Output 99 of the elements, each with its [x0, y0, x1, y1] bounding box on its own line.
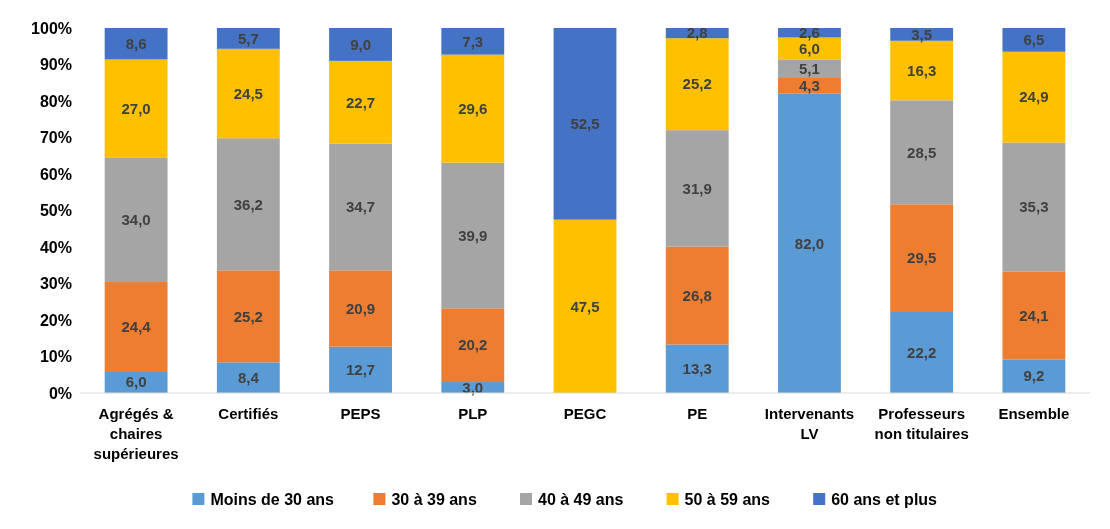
data-label: 7,3 — [462, 32, 484, 50]
data-label: 31,9 — [682, 179, 712, 197]
bar — [441, 54, 505, 163]
data-label: 20,2 — [458, 336, 488, 354]
bar — [778, 93, 841, 393]
y-tick-label: 0% — [48, 384, 72, 402]
bar — [329, 60, 392, 144]
data-label: 22,2 — [907, 343, 937, 361]
data-label: 24,9 — [1019, 88, 1049, 106]
bar — [216, 28, 280, 49]
bar — [890, 100, 954, 205]
bar — [553, 28, 617, 220]
x-tick-label: PE — [687, 405, 708, 422]
legend-label: 40 à 49 ans — [538, 490, 624, 508]
bar — [890, 204, 954, 312]
bar — [329, 28, 392, 61]
x-tick-label: Intervenants LV — [764, 405, 855, 442]
bar — [104, 282, 168, 372]
bar — [1002, 359, 1066, 393]
bar — [216, 270, 280, 363]
data-label: 34,0 — [121, 211, 151, 229]
bar — [441, 308, 505, 383]
bar — [104, 157, 168, 283]
data-label: 8,4 — [237, 368, 260, 386]
bar — [216, 48, 280, 139]
bar — [890, 311, 954, 393]
data-label: 52,5 — [570, 115, 600, 133]
x-tick-label: Agrégés & chaires supérieures — [93, 405, 179, 462]
y-tick-label: 10% — [39, 348, 72, 366]
bar — [441, 162, 505, 309]
data-label: 16,3 — [907, 61, 937, 79]
data-label: 27,0 — [121, 99, 151, 117]
data-label: 4,3 — [799, 77, 820, 95]
y-tick-label: 70% — [39, 129, 72, 147]
x-tick-label: Professeurs non titulaires — [874, 405, 969, 442]
legend-label: 60 ans et plus — [831, 490, 938, 508]
bar — [441, 28, 505, 55]
legend-label: 50 à 59 ans — [684, 490, 771, 508]
data-label: 25,2 — [233, 307, 263, 325]
data-label: 25,2 — [682, 75, 712, 93]
data-label: 47,5 — [570, 297, 600, 315]
x-tick-label: PEPS — [340, 405, 381, 422]
y-tick-label: 90% — [39, 56, 72, 74]
bar — [104, 28, 168, 60]
data-label: 2,6 — [799, 24, 820, 41]
y-tick-label: 50% — [39, 202, 72, 220]
x-tick-label: Ensemble — [998, 405, 1070, 422]
data-label: 8,6 — [125, 34, 147, 52]
bar — [216, 362, 280, 393]
legend-label: Moins de 30 ans — [210, 490, 335, 508]
bar — [216, 138, 280, 271]
data-label: 28,5 — [907, 143, 937, 161]
y-tick-label: 20% — [39, 311, 72, 329]
data-label: 2,8 — [686, 24, 708, 42]
data-label: 24,1 — [1019, 306, 1049, 324]
legend-label: 30 à 39 ans — [391, 490, 477, 508]
data-label: 82,0 — [794, 234, 825, 252]
data-label: 24,5 — [233, 84, 263, 102]
data-label: 5,7 — [237, 29, 259, 47]
bar — [329, 270, 392, 347]
bar — [1002, 51, 1066, 143]
data-label: 6,5 — [1023, 31, 1045, 49]
data-label: 29,5 — [907, 249, 937, 267]
data-label: 22,7 — [345, 93, 376, 111]
bar — [1002, 28, 1066, 52]
bar — [1002, 271, 1066, 360]
data-label: 29,6 — [458, 99, 488, 117]
data-label: 3,0 — [462, 378, 484, 396]
bar — [665, 344, 729, 393]
y-tick-label: 80% — [39, 92, 72, 110]
data-label: 13,3 — [682, 359, 712, 377]
data-label: 20,9 — [345, 299, 376, 317]
data-label: 12,7 — [345, 361, 376, 379]
bar — [553, 219, 617, 393]
x-tick-label: PEGC — [563, 405, 607, 422]
y-tick-label: 60% — [39, 165, 72, 183]
data-label: 39,9 — [458, 226, 488, 244]
data-label: 3,5 — [911, 25, 933, 43]
bar — [665, 130, 729, 247]
bar — [329, 143, 392, 271]
y-tick-label: 30% — [39, 275, 72, 293]
data-label: 36,2 — [233, 195, 263, 213]
data-label: 5,1 — [799, 59, 820, 77]
bar — [104, 59, 168, 158]
bar — [1002, 142, 1066, 272]
data-label: 35,3 — [1019, 198, 1049, 216]
bar — [778, 59, 841, 79]
bar — [665, 246, 729, 345]
data-label: 9,0 — [350, 35, 371, 53]
bar — [329, 346, 392, 393]
data-label: 24,4 — [121, 317, 152, 335]
x-tick-label: Certifiés — [218, 405, 279, 422]
y-tick-label: 40% — [39, 238, 72, 256]
y-tick-label: 100% — [31, 19, 72, 37]
data-label: 9,2 — [1023, 367, 1045, 385]
x-tick-label: PLP — [458, 405, 488, 422]
data-label: 6,0 — [125, 373, 147, 391]
data-label: 26,8 — [682, 286, 712, 304]
data-label: 34,7 — [345, 198, 376, 216]
